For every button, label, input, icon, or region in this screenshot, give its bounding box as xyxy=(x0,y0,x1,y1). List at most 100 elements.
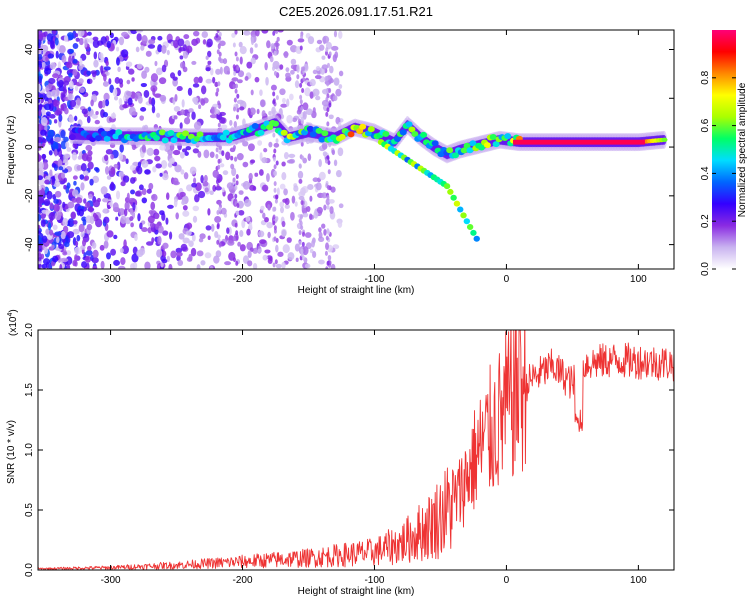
spectrogram-streak-cell xyxy=(326,204,330,210)
spectrogram-noise-cell xyxy=(207,208,211,216)
spectrogram-noise-cell xyxy=(54,148,58,157)
spectrogram-noise-cell xyxy=(260,205,265,211)
spectrogram-noise-cell xyxy=(160,160,168,169)
spectrogram-noise-cell xyxy=(337,220,343,228)
spectrogram-streak-cell xyxy=(298,240,302,246)
spectrogram-streak-cell xyxy=(301,88,305,94)
spectrogram-noise-cell xyxy=(134,190,141,197)
spectrogram-noise-cell xyxy=(182,66,188,73)
spectrogram-noise-cell xyxy=(205,225,212,231)
spectrogram-noise-cell xyxy=(102,111,109,118)
spectrogram-noise-cell xyxy=(115,216,119,221)
spectrogram-noise-cell xyxy=(338,70,344,77)
spectrogram-noise-cell xyxy=(95,110,99,115)
spectrogram-noise-cell xyxy=(124,201,130,211)
spectrogram-noise-cell xyxy=(241,219,246,229)
spectrogram-ridge-cell xyxy=(367,126,375,133)
spectrogram-noise-cell xyxy=(187,87,193,96)
spectrogram-noise-cell xyxy=(219,40,226,47)
spectrogram-noise-cell xyxy=(263,147,268,153)
spectrogram-noise-cell xyxy=(318,259,325,265)
spectrogram-noise-cell xyxy=(113,259,120,266)
spectrogram-ridge-cell xyxy=(272,120,280,127)
snr-x-tick-label: -200 xyxy=(233,575,253,586)
spectrogram-streak-cell xyxy=(235,180,239,186)
spectrogram-noise-cell xyxy=(182,210,190,217)
spectrogram-streak-cell xyxy=(216,30,220,34)
spectrogram-noise-cell xyxy=(159,210,165,216)
spectrogram-streak-cell xyxy=(236,107,240,113)
spectrogram-noise-cell xyxy=(77,155,82,160)
spectrogram-noise-cell xyxy=(103,73,107,82)
spectrogram-noise-cell xyxy=(141,144,146,153)
chart-title: C2E5.2026.091.17.51.R21 xyxy=(279,4,433,19)
spectrogram-noise-cell xyxy=(119,247,124,253)
spectrogram-streak-cell xyxy=(275,216,279,222)
spectrogram-noise-cell xyxy=(38,161,45,171)
spectrogram-noise-cell xyxy=(209,190,214,195)
spectrogram-noise-cell xyxy=(151,105,156,114)
spectrogram-noise-cell xyxy=(202,181,209,187)
spectrogram-noise-cell xyxy=(193,30,200,37)
spectrogram-noise-cell xyxy=(212,169,219,178)
spectrogram-noise-cell xyxy=(198,104,202,110)
spectrogram-noise-cell xyxy=(247,250,252,259)
spectrogram-streak-cell xyxy=(325,96,329,102)
spectrogram-noise-cell xyxy=(226,182,234,190)
spectrogram-noise-cell xyxy=(53,136,61,143)
spectrogram-noise-cell xyxy=(116,161,121,171)
spectrogram-noise-cell xyxy=(188,108,194,113)
spectrogram-noise-cell xyxy=(135,30,144,33)
spectrogram-noise-cell xyxy=(181,200,186,206)
spectrogram-noise-cell xyxy=(110,181,115,190)
spectrogram-noise-cell xyxy=(286,237,292,243)
spectrogram-noise-cell xyxy=(286,39,293,46)
spectrogram-noise-cell xyxy=(86,78,91,84)
spectrogram-noise-cell xyxy=(186,256,193,262)
spectrogram-noise-cell xyxy=(102,197,109,203)
spectrogram-noise-cell xyxy=(69,49,75,54)
spectrogram-noise-cell xyxy=(306,205,311,213)
spectrogram-streak-cell xyxy=(300,248,304,254)
spectrogram-noise-cell xyxy=(136,249,144,258)
spectrogram-noise-cell xyxy=(155,163,162,169)
spectrogram-noise-cell xyxy=(173,39,179,49)
spectrogram-noise-cell xyxy=(141,70,147,79)
spectrogram-noise-cell xyxy=(315,65,321,72)
spectrogram-noise-cell xyxy=(62,217,69,226)
spectrogram-noise-cell xyxy=(48,212,56,221)
spectrogram-noise-cell xyxy=(265,76,269,86)
spectrogram-noise-cell xyxy=(38,235,42,244)
spectrogram-noise-cell xyxy=(204,252,212,259)
spectrogram-noise-cell xyxy=(95,167,100,173)
spectrogram-noise-cell xyxy=(198,237,204,243)
spectrogram-ridge-cell xyxy=(94,135,102,142)
spectrogram-noise-cell xyxy=(189,166,197,175)
spectrogram-noise-cell xyxy=(283,188,288,196)
spectrogram-noise-cell xyxy=(79,174,85,180)
spectrogram-noise-cell xyxy=(212,184,217,192)
spectrogram-noise-cell xyxy=(318,159,322,168)
spectrogram-noise-cell xyxy=(261,157,268,164)
spectrogram-noise-cell xyxy=(200,85,207,95)
spectrogram-noise-cell xyxy=(166,255,170,263)
spectrogram-noise-cell xyxy=(75,37,80,42)
spectrogram-streak-cell xyxy=(326,62,330,68)
spectrogram-noise-cell xyxy=(99,244,105,251)
spectrogram-x-tick-label: -300 xyxy=(101,274,121,285)
spectrogram-noise-cell xyxy=(135,46,140,53)
snr-y-tick-label: 1.0 xyxy=(24,443,35,457)
spectrogram-noise-cell xyxy=(335,169,342,178)
spectrogram-noise-cell xyxy=(38,154,42,162)
spectrogram-noise-cell xyxy=(201,31,209,39)
spectrogram-noise-cell xyxy=(141,188,147,196)
spectrogram-noise-cell xyxy=(72,68,78,77)
colorbar-tick-label: 0.6 xyxy=(700,118,711,132)
spectrogram-noise-cell xyxy=(267,231,271,239)
spectrogram-noise-cell xyxy=(276,187,280,196)
spectrogram-streak-cell xyxy=(218,51,222,57)
spectrogram-streak-cell xyxy=(324,158,328,164)
spectrogram-noise-cell xyxy=(213,255,220,264)
spectrogram-noise-cell xyxy=(290,58,297,65)
spectrogram-noise-cell xyxy=(156,112,161,118)
